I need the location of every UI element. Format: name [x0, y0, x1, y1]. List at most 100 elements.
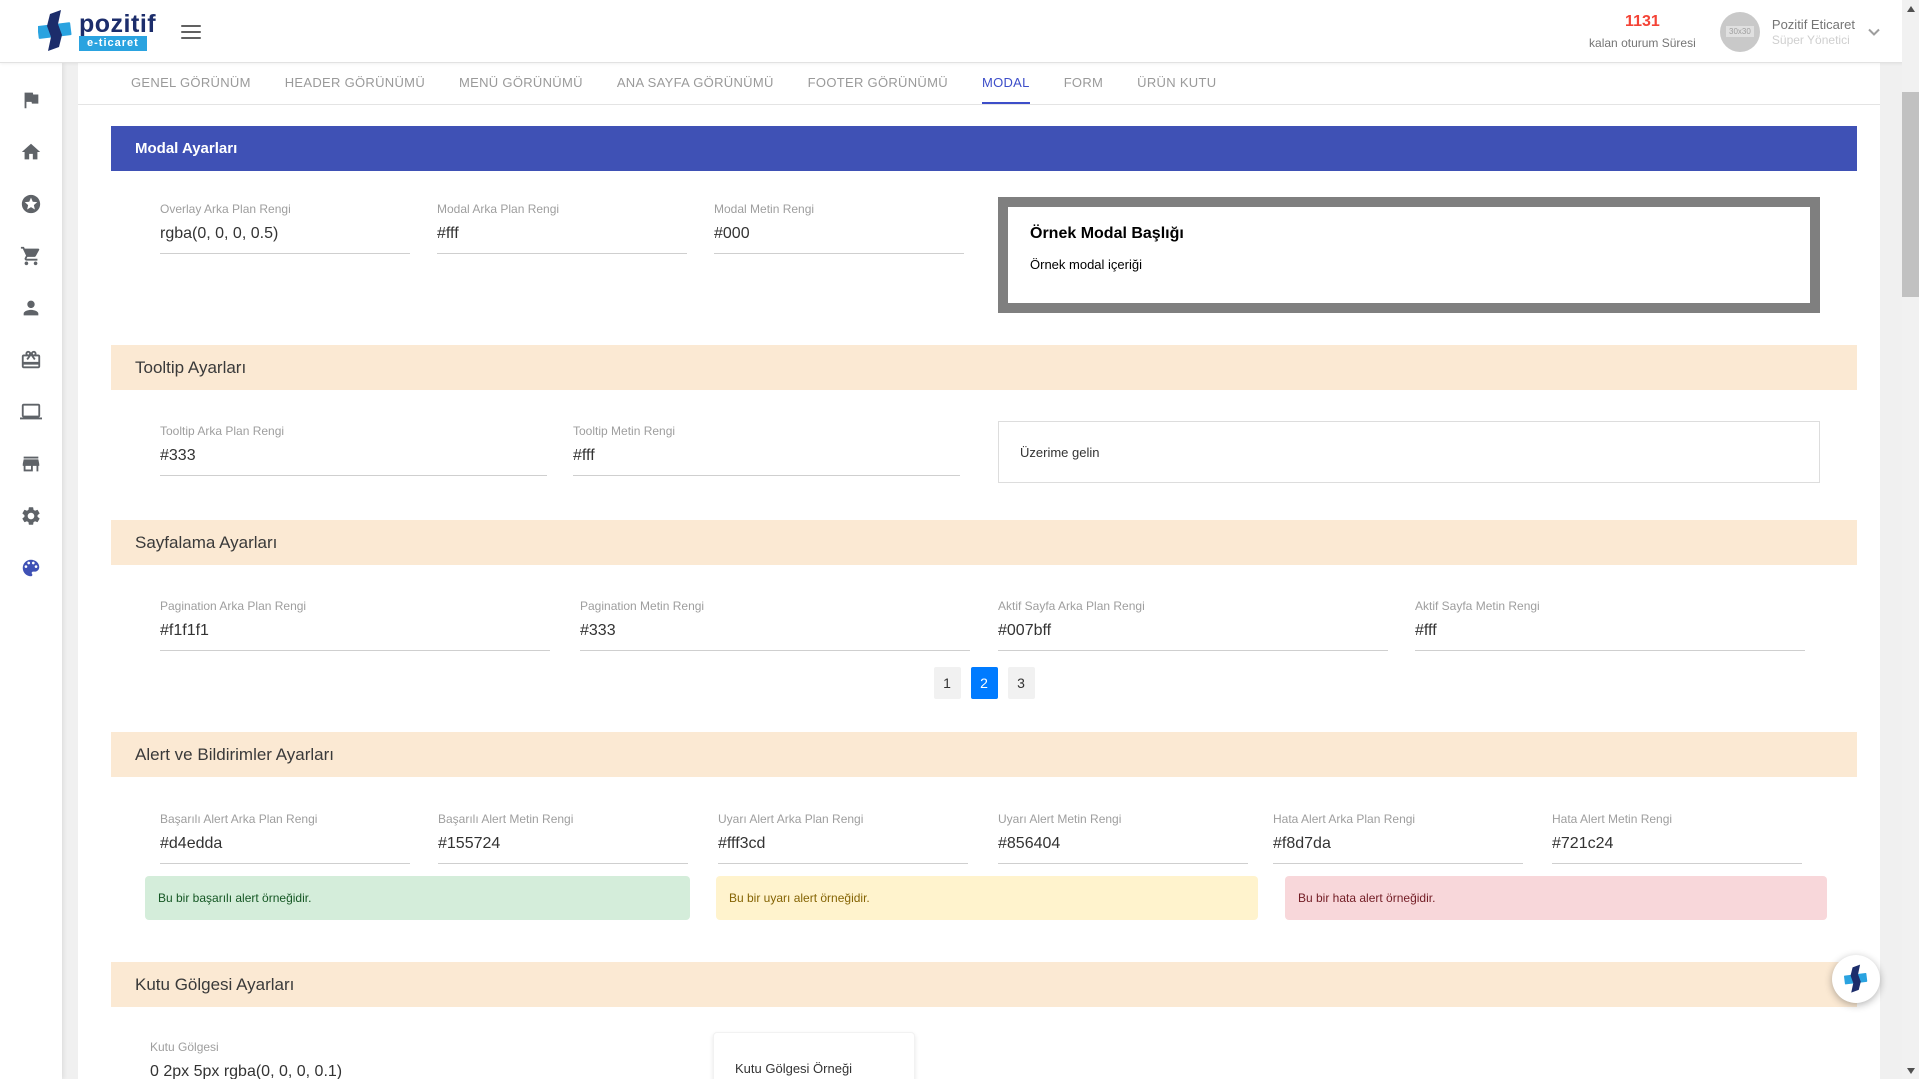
session-timer: 1131 kalan oturum Süresi — [1585, 13, 1700, 50]
stars-icon — [21, 194, 41, 214]
user-role: Süper Yönetici — [1771, 33, 1850, 47]
active-page-text-color-input[interactable]: #fff — [1415, 622, 1437, 639]
box-shadow-input[interactable]: 0 2px 5px rgba(0, 0, 0, 0.1) — [150, 1063, 343, 1079]
brand-tagline: e-ticaret — [79, 35, 147, 51]
tooltip-preview[interactable]: Üzerime gelin — [998, 421, 1820, 483]
palette-icon — [22, 559, 40, 577]
main-content: GENEL GÖRÜNÜM HEADER GÖRÜNÜMÜ MENÜ GÖRÜN… — [78, 63, 1880, 1079]
tab-header-gorunumu[interactable]: HEADER GÖRÜNÜMÜ — [284, 75, 426, 90]
overlay-bg-field: Overlay Arka Plan Rengi rgba(0, 0, 0, 0.… — [160, 202, 410, 254]
page-button-2-active[interactable]: 2 — [970, 667, 998, 699]
section-header-alerts: Alert ve Bildirimler Ayarları — [111, 732, 1857, 777]
sidebar-item-theme[interactable] — [20, 557, 42, 579]
pagination-text-color-field: Pagination Metin Rengi #333 — [580, 599, 970, 651]
brand-fab-button[interactable] — [1832, 955, 1880, 1003]
session-remaining: 1131 — [1625, 13, 1660, 30]
warning-alert-preview: Bu bir uyarı alert örneğidir. — [716, 876, 1258, 920]
tab-genel-gorunum[interactable]: GENEL GÖRÜNÜM — [131, 75, 251, 90]
tooltip-bg-field: Tooltip Arka Plan Rengi #333 — [160, 424, 547, 476]
sidebar-item-campaigns[interactable] — [20, 349, 42, 371]
error-alert-preview: Bu bir hata alert örneğidir. — [1285, 876, 1827, 920]
active-page-text-color-field: Aktif Sayfa Metin Rengi #fff — [1415, 599, 1805, 651]
tab-bar: GENEL GÖRÜNÜM HEADER GÖRÜNÜMÜ MENÜ GÖRÜN… — [78, 63, 1880, 105]
error-alert-bg-input[interactable]: #f8d7da — [1273, 835, 1331, 852]
tab-modal[interactable]: MODAL — [982, 63, 1030, 104]
section-header-pagination: Sayfalama Ayarları — [111, 520, 1857, 565]
gift-icon — [21, 350, 41, 369]
success-alert-text-input[interactable]: #155724 — [438, 835, 501, 852]
active-page-bg-field: Aktif Sayfa Arka Plan Rengi #007bff — [998, 599, 1388, 651]
pagination-text-color-input[interactable]: #333 — [580, 622, 616, 639]
warning-alert-text-input[interactable]: #856404 — [998, 835, 1061, 852]
scroll-down-arrow[interactable] — [1902, 1062, 1919, 1079]
tab-footer-gorunumu[interactable]: FOOTER GÖRÜNÜMÜ — [807, 75, 948, 90]
laptop-icon — [20, 403, 42, 420]
tab-ana-sayfa-gorunumu[interactable]: ANA SAYFA GÖRÜNÜMÜ — [616, 75, 774, 90]
sidebar — [0, 63, 62, 1079]
sidebar-item-customers[interactable] — [20, 297, 42, 319]
overlay-bg-input[interactable]: rgba(0, 0, 0, 0.5) — [160, 225, 279, 242]
modal-text-color-input[interactable]: #000 — [714, 225, 750, 242]
section-header-tooltip: Tooltip Ayarları — [111, 345, 1857, 390]
flag-icon — [24, 92, 39, 109]
pagination-bg-input[interactable]: #f1f1f1 — [160, 622, 209, 639]
section-header-modal: Modal Ayarları — [111, 126, 1857, 171]
warning-alert-text-field: Uyarı Alert Metin Rengi #856404 — [998, 812, 1248, 864]
modal-preview-title: Örnek Modal Başlığı — [1030, 225, 1184, 242]
success-alert-bg-field: Başarılı Alert Arka Plan Rengi #d4edda — [160, 812, 410, 864]
success-alert-bg-input[interactable]: #d4edda — [160, 835, 223, 852]
app-header: pozitif e-ticaret 1131 kalan oturum Süre… — [0, 0, 1919, 63]
brand-logo-icon — [38, 10, 72, 51]
page-button-1[interactable]: 1 — [933, 667, 961, 699]
tab-urun-kutu[interactable]: ÜRÜN KUTU — [1137, 75, 1217, 90]
home-icon — [21, 143, 41, 160]
vertical-scrollbar — [1902, 0, 1919, 1079]
sidebar-item-store[interactable] — [20, 453, 42, 475]
sidebar-item-flag[interactable] — [20, 89, 42, 111]
success-alert-preview: Bu bir başarılı alert örneğidir. — [145, 876, 690, 920]
sidebar-item-stars[interactable] — [20, 193, 42, 215]
user-name: Pozitif Eticaret — [1771, 17, 1855, 32]
session-label: kalan oturum Süresi — [1589, 36, 1696, 50]
brand-fab-icon — [1843, 964, 1868, 993]
page-button-3[interactable]: 3 — [1007, 667, 1035, 699]
pagination-bg-field: Pagination Arka Plan Rengi #f1f1f1 — [160, 599, 550, 651]
tooltip-bg-input[interactable]: #333 — [160, 447, 196, 464]
brand-logo[interactable]: pozitif e-ticaret — [38, 9, 156, 53]
warning-alert-bg-field: Uyarı Alert Arka Plan Rengi #fff3cd — [718, 812, 968, 864]
user-menu[interactable]: 30x30 Pozitif Eticaret Süper Yönetici — [1719, 11, 1881, 52]
active-page-bg-input[interactable]: #007bff — [998, 622, 1052, 639]
menu-toggle-button[interactable] — [181, 25, 201, 39]
warning-alert-bg-input[interactable]: #fff3cd — [718, 835, 766, 852]
tooltip-text-color-field: Tooltip Metin Rengi #fff — [573, 424, 960, 476]
sidebar-item-settings[interactable] — [20, 505, 42, 527]
modal-text-color-field: Modal Metin Rengi #000 — [714, 202, 964, 254]
modal-bg-input[interactable]: #fff — [437, 225, 459, 242]
cart-icon — [20, 246, 40, 266]
person-icon — [23, 300, 39, 316]
avatar: 30x30 — [1719, 11, 1760, 52]
brand-name: pozitif — [79, 9, 157, 38]
sidebar-item-home[interactable] — [20, 141, 42, 163]
scrollbar-thumb[interactable] — [1902, 92, 1919, 297]
success-alert-text-field: Başarılı Alert Metin Rengi #155724 — [438, 812, 688, 864]
box-shadow-field: Kutu Gölgesi 0 2px 5px rgba(0, 0, 0, 0.1… — [150, 1040, 540, 1079]
settings-icon — [22, 507, 40, 525]
modal-preview: Örnek Modal Başlığı Örnek modal içeriği — [998, 197, 1820, 313]
store-icon — [22, 456, 40, 472]
modal-bg-field: Modal Arka Plan Rengi #fff — [437, 202, 687, 254]
tooltip-text-color-input[interactable]: #fff — [573, 447, 595, 464]
avatar-placeholder: 30x30 — [1726, 26, 1754, 37]
error-alert-text-input[interactable]: #721c24 — [1552, 835, 1614, 852]
error-alert-text-field: Hata Alert Metin Rengi #721c24 — [1552, 812, 1802, 864]
section-header-box-shadow: Kutu Gölgesi Ayarları — [111, 962, 1857, 1007]
pagination-preview: 1 2 3 — [111, 667, 1857, 699]
tab-menu-gorunumu[interactable]: MENÜ GÖRÜNÜMÜ — [459, 75, 583, 90]
sidebar-item-site[interactable] — [20, 401, 42, 423]
scroll-up-arrow[interactable] — [1902, 0, 1919, 17]
sidebar-item-orders[interactable] — [20, 245, 42, 267]
tab-form[interactable]: FORM — [1063, 75, 1104, 90]
chevron-down-icon — [1868, 28, 1880, 36]
modal-preview-body: Örnek modal içeriği — [1030, 257, 1142, 272]
error-alert-bg-field: Hata Alert Arka Plan Rengi #f8d7da — [1273, 812, 1523, 864]
